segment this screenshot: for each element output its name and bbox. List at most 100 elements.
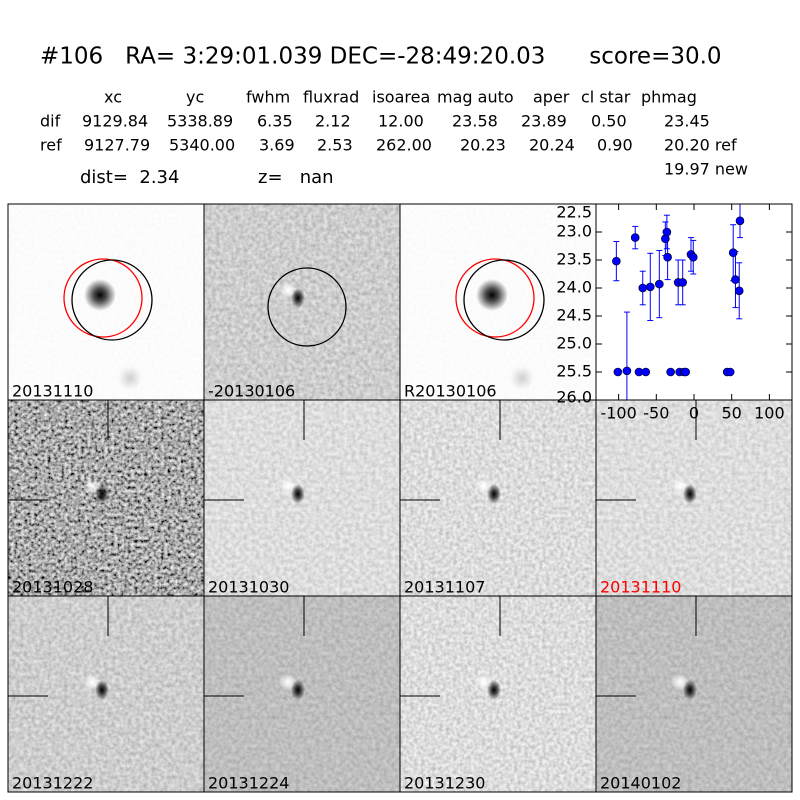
stamp: -20130106 xyxy=(203,203,401,401)
dipole-negative xyxy=(291,680,305,700)
dipole-negative xyxy=(487,484,501,504)
stamp-label: 20131230 xyxy=(404,774,485,793)
dipole-negative xyxy=(95,680,109,700)
point xyxy=(662,227,672,237)
table-cell: 9127.79 xyxy=(84,136,150,155)
stamp: 20131230 xyxy=(399,595,597,793)
dipole-negative xyxy=(291,484,305,504)
dipole-negative xyxy=(95,484,109,504)
red-aperture xyxy=(455,258,535,338)
table-cell: 20.24 xyxy=(529,136,575,155)
table-cell: 23.89 xyxy=(521,112,567,131)
stamp: 20131107 xyxy=(399,399,597,597)
point xyxy=(622,366,632,376)
title: #106 RA= 3:29:01.039 DEC=-28:49:20.03 sc… xyxy=(40,44,722,70)
table-cell: 5338.89 xyxy=(167,112,233,131)
column-header: yc xyxy=(186,88,204,107)
point xyxy=(728,248,738,258)
table-cell: 2.12 xyxy=(315,112,351,131)
plot-area xyxy=(612,204,745,400)
table-cell: 9129.84 xyxy=(82,112,148,131)
y-tick-label: 23.5 xyxy=(556,250,592,269)
table-cell: 262.00 xyxy=(376,136,432,155)
point xyxy=(663,252,672,262)
point xyxy=(612,256,621,266)
table-cell: 0.90 xyxy=(597,136,633,155)
table-cell: 20.20 ref xyxy=(664,136,737,155)
point xyxy=(688,252,698,262)
stamp-frame xyxy=(595,595,793,793)
column-header: phmag xyxy=(641,88,697,107)
redshift: z= nan xyxy=(258,167,334,188)
light-curve: -100 -50 0 50 100 22.523.0 23.5 24.0 24.5 25.0 25.… xyxy=(556,203,793,423)
y-tick-label: 24.0 xyxy=(556,278,592,297)
black-aperture xyxy=(71,259,153,341)
stamp: 20131224 xyxy=(203,595,401,793)
table-cell: 20.23 xyxy=(460,136,506,155)
y-tick-label: 25.5 xyxy=(556,362,592,381)
stamp: 20131030 xyxy=(203,399,401,597)
stamp-label: 20131222 xyxy=(12,774,93,793)
stamp: 20131222 xyxy=(7,595,205,793)
point xyxy=(678,278,687,287)
stamp-label: 20131030 xyxy=(208,578,289,597)
y-tick-label: 22.5 xyxy=(556,203,592,222)
dist: dist= 2.34 xyxy=(80,167,179,188)
point xyxy=(645,282,655,292)
column-header: xc xyxy=(104,88,122,107)
row-label: ref xyxy=(40,136,62,155)
source xyxy=(84,279,116,311)
x-tick-label: 50 xyxy=(722,404,742,423)
table-cell: 0.50 xyxy=(591,112,627,131)
stamp-label: 20131107 xyxy=(404,578,485,597)
point xyxy=(681,367,691,377)
x-tick-label: 100 xyxy=(754,404,785,423)
stamp-label: 20131110 xyxy=(12,382,93,401)
table-cell: 23.58 xyxy=(452,112,498,131)
point xyxy=(655,279,664,289)
row-label: dif xyxy=(40,112,61,131)
stamp-label: 20131110 xyxy=(600,578,681,597)
point xyxy=(638,283,648,293)
dipole-negative xyxy=(683,680,697,700)
x-tick-label: -100 xyxy=(600,404,636,423)
plot-frame xyxy=(595,203,793,401)
stamp: 20131028 xyxy=(7,399,205,597)
stamp: 20131110 xyxy=(595,399,793,597)
point xyxy=(666,367,675,377)
faint-source xyxy=(118,366,142,390)
point xyxy=(613,367,623,377)
black-aperture xyxy=(267,267,347,347)
phmag-new: 19.97 new xyxy=(664,160,748,179)
stamp: 20140102 xyxy=(595,595,793,793)
stamp-label: 20140102 xyxy=(600,774,681,793)
point xyxy=(641,367,651,377)
table-cell: 2.53 xyxy=(317,136,353,155)
stamps: 20131110 -20130106 R20130106 20131028 201310… xyxy=(7,203,793,793)
point xyxy=(735,216,745,226)
column-header: fluxrad xyxy=(303,88,359,107)
stamp-label: -20130106 xyxy=(208,382,295,401)
column-header: mag auto xyxy=(437,88,514,107)
point xyxy=(734,286,744,296)
table-cell: 23.45 xyxy=(664,112,710,131)
y-tick-label: 25.0 xyxy=(556,334,592,353)
table-cell: 12.00 xyxy=(378,112,424,131)
column-header: fwhm xyxy=(246,88,290,107)
point xyxy=(630,233,640,242)
table-cell: 3.69 xyxy=(259,136,295,155)
column-header: cl star xyxy=(581,88,631,107)
y-tick-label: 23.0 xyxy=(556,222,592,241)
dipole-negative xyxy=(291,288,305,308)
column-header: isoarea xyxy=(372,88,430,107)
table-cell: 6.35 xyxy=(257,112,293,131)
stamp-label: 20131028 xyxy=(12,578,93,597)
red-aperture xyxy=(63,258,143,338)
stamp: 20131110 xyxy=(7,203,205,401)
stamp-label: R20130106 xyxy=(404,382,497,401)
point xyxy=(731,275,740,284)
point xyxy=(725,367,735,377)
stamp: R20130106 xyxy=(399,203,597,401)
column-header: aper xyxy=(533,88,570,107)
